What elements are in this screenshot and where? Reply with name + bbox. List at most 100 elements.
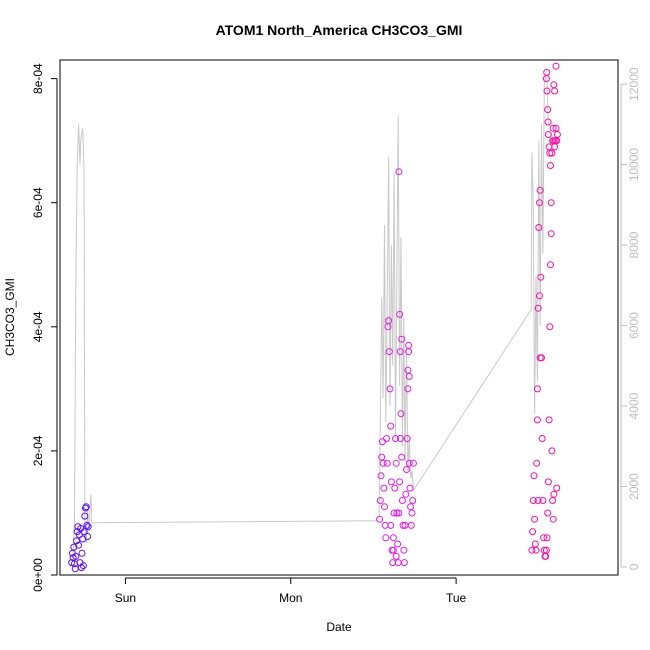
y-left-tick-label-3: 6e-04 [31,187,45,218]
series-0-point-21 [82,503,90,511]
series-2-point-4 [531,515,539,523]
series-2-point-49 [551,87,559,95]
y-axis-label: CH3CO3_GMI [3,278,17,356]
series-1-point-28 [395,509,403,517]
secondary-line [72,75,549,553]
plot-frame [59,59,619,576]
series-2-point-7 [533,459,541,467]
series-2-point-3 [530,472,538,480]
series-1-point-40 [403,435,411,442]
series-1-point-39 [403,466,410,473]
series-1-point-49 [409,459,417,467]
y-right-tick-label-6: 12000 [627,67,641,101]
series-2-point-31 [549,124,557,132]
series-1-point-58 [389,546,397,554]
series-1-point-38 [402,490,410,498]
series-0-point-19 [81,512,89,520]
series-2-point-17 [540,534,548,542]
series-2-point-27 [547,261,554,269]
series-2-point-59 [553,484,561,492]
series-1-point-54 [404,385,412,393]
x-tick-label-2: Tue [446,591,467,605]
series-2-point-10 [535,224,543,231]
series-1-point-48 [409,497,417,504]
series-2-point-43 [544,131,552,138]
series-1-point-43 [405,459,413,467]
series-0-point-14 [77,564,85,572]
series-1-point-59 [392,552,400,560]
series-2-point-12 [536,186,544,194]
series-1-point-9 [382,534,390,542]
x-tick-label-1: Mon [279,591,302,605]
series-1-point-24 [392,459,400,467]
series-2-point-54 [534,497,542,504]
series-1-point-51 [396,310,404,318]
series-1-point-25 [393,509,401,517]
series-1-point-21 [390,509,398,517]
y-left-tick-label-2: 4e-04 [31,311,45,342]
series-2-point-13 [537,273,545,281]
series-2-point-22 [543,534,551,542]
series-0-point-15 [78,549,86,557]
series-2-point-40 [543,87,551,95]
series-1-point-47 [408,509,416,517]
series-1-point-36 [400,559,408,567]
series-1-point-32 [398,453,406,461]
series-2-point-25 [545,416,553,424]
series-2-point-50 [552,62,560,70]
series-2-point-9 [534,304,542,312]
series-1-point-17 [387,478,395,486]
series-1-point-15 [386,385,394,393]
series-1-point-55 [405,341,413,349]
chart-title: ATOM1 North_America CH3CO3_GMI [216,22,463,38]
y-left-tick-label-4: 8e-04 [31,63,45,94]
series-1-point-1 [376,497,384,504]
series-2-point-46 [547,162,554,169]
series-2-point-26 [546,323,554,331]
series-2-point-57 [549,515,557,523]
series-2-point-15 [538,435,546,442]
y-left-tick-label-0: 0e+00 [31,558,45,592]
series-1-point-7 [381,503,388,511]
series-2-point-37 [553,131,561,138]
series-2-point-28 [547,199,555,207]
series-1-point-53 [398,335,406,343]
x-axis-label: Date [326,620,352,634]
series-1-point-57 [387,521,395,529]
series-1-point-16 [387,422,395,430]
series-2-point-23 [544,509,552,517]
plot-layer: Sun Mon Tue 0e+00 2e-04 4e-04 6e-04 8e-04 0 2000 4… [31,62,641,605]
series-1-point-5 [379,459,387,467]
series-1-point-31 [397,410,405,418]
series-2-point-58 [550,490,558,498]
series-2-point-29 [548,149,556,157]
series-0-point-7 [73,537,80,545]
series-2-point-39 [543,68,551,76]
y-right-tick-label-3: 6000 [627,312,641,339]
series-0-point-22 [83,521,91,529]
series-0-point-3 [70,543,78,551]
series-1-point-26 [394,540,402,548]
series-1-point-29 [396,478,404,486]
series-1-point-13 [385,317,393,325]
series-0-point-10 [75,541,83,549]
series-1-point-20 [389,534,397,542]
series-2-point-0 [528,546,536,554]
series-1-point-22 [391,484,399,492]
series-2-point-16 [539,497,547,504]
series-0-point-23 [84,533,92,540]
series-2-point-2 [529,497,537,504]
y-right-tick-label-0: 0 [627,563,641,570]
series-1-point-52 [396,348,404,356]
series-1-point-30 [396,435,404,442]
series-2-point-42 [544,118,552,126]
series-1-point-44 [406,484,414,492]
y-right-tick-label-2: 4000 [627,392,641,419]
series-1-point-45 [407,503,415,511]
series-2-point-53 [533,416,541,424]
y-left-tick-label-1: 2e-04 [31,435,45,466]
series-2-point-55 [548,447,556,455]
series-2-point-8 [533,385,541,393]
